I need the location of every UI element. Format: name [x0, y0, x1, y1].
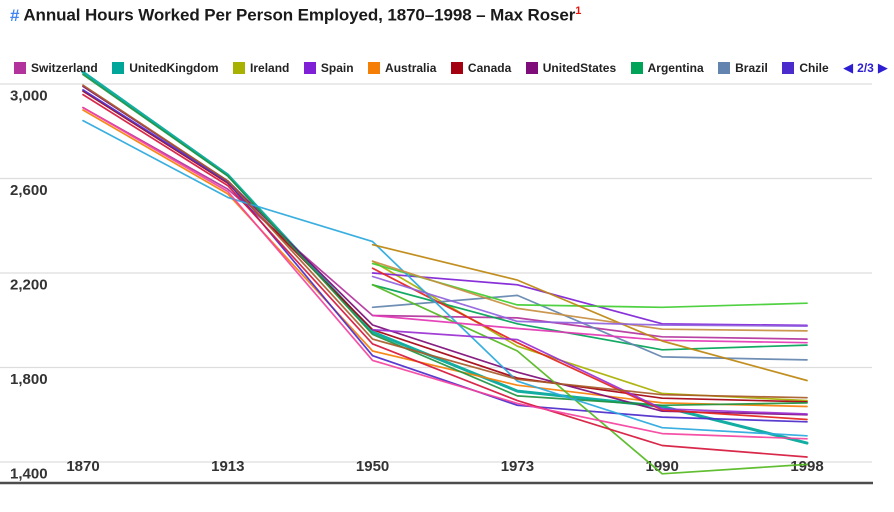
series-line-Brazil[interactable] [371, 294, 808, 361]
legend-item-label: UnitedStates [542, 60, 617, 75]
series-line-Australia[interactable] [82, 109, 808, 408]
legend-item-ireland[interactable]: Ireland [233, 61, 289, 75]
legend-item-label: Ireland [250, 60, 290, 75]
series-line-unlabeled-light-purple[interactable] [371, 275, 808, 328]
legend-item-label: Chile [799, 60, 829, 75]
series-line-unlabeled-red[interactable] [371, 267, 808, 421]
legend-item-unitedkingdom[interactable]: UnitedKingdom [112, 60, 219, 75]
chart-legend: Switzerland UnitedKingdom Ireland Spain Aust… [14, 59, 888, 76]
x-tick-label: 1973 [501, 458, 534, 475]
legend-swatch-icon [368, 61, 381, 74]
legend-item-spain[interactable]: Spain [303, 60, 354, 75]
legend-swatch-icon [450, 61, 463, 74]
legend-swatch-icon [525, 61, 538, 74]
x-tick-label: 1870 [66, 458, 99, 475]
legend-swatch-icon [233, 61, 246, 74]
legend-next-icon[interactable]: ▶ [877, 60, 888, 75]
x-tick-label: 1950 [356, 458, 389, 475]
legend-pagination: ◀ 2/3 ▶ [843, 61, 888, 75]
legend-swatch-icon [782, 61, 795, 74]
x-tick-label: 1998 [790, 458, 823, 475]
legend-item-australia[interactable]: Australia [368, 61, 436, 75]
y-tick-label: 3,000 [10, 88, 48, 105]
title-text: Annual Hours Worked Per Person Employed,… [23, 5, 576, 25]
series-line-Switzerland[interactable] [82, 106, 808, 340]
series-line-unlabeled-violet[interactable] [371, 328, 808, 415]
series-line-unlabeled-green-steep[interactable] [371, 283, 808, 475]
legend-item-switzerland[interactable]: Switzerland [14, 61, 98, 75]
legend-item-canada[interactable]: Canada [450, 60, 512, 75]
series-line-unlabeled-tan[interactable] [371, 260, 808, 332]
legend-item-label: Canada [467, 60, 512, 75]
legend-swatch-icon [630, 61, 643, 74]
series-line-Spain[interactable] [371, 272, 808, 327]
series-line-unlabeled-light-blue[interactable] [82, 119, 808, 437]
series-line-unlabeled-forest-green[interactable] [82, 73, 808, 407]
legend-item-label: Spain [320, 60, 354, 75]
legend-item-label: Switzerland [31, 60, 98, 75]
y-tick-label: 2,200 [10, 277, 48, 294]
x-tick-label: 1913 [211, 458, 244, 475]
legend-item-label: Argentina [647, 60, 704, 75]
series-line-unlabeled-ochre[interactable] [371, 243, 808, 382]
series-line-unlabeled-magenta[interactable] [371, 314, 808, 344]
legend-prev-icon[interactable]: ◀ [843, 60, 854, 75]
legend-item-argentina[interactable]: Argentina [630, 60, 704, 75]
series-line-unlabeled-brown[interactable] [82, 84, 808, 399]
series-line-Chile[interactable] [82, 89, 808, 423]
legend-item-label: UnitedKingdom [129, 60, 219, 75]
series-line-unlabeled-pink[interactable] [82, 106, 808, 440]
legend-item-label: Brazil [735, 60, 768, 75]
y-tick-label: 2,600 [10, 182, 48, 199]
y-tick-label: 1,800 [10, 371, 48, 388]
legend-swatch-icon [14, 61, 26, 74]
hash-anchor-icon[interactable]: # [10, 5, 20, 25]
legend-swatch-icon [112, 61, 125, 74]
legend-swatch-icon [718, 61, 731, 74]
page-title: # Annual Hours Worked Per Person Employed… [10, 5, 581, 26]
series-line-unlabeled-crimson[interactable] [82, 93, 808, 458]
legend-item-unitedstates[interactable]: UnitedStates [525, 60, 617, 75]
y-tick-label: 1,400 [10, 466, 48, 483]
series-line-Argentina[interactable] [371, 283, 808, 351]
legend-item-label: Australia [385, 60, 437, 75]
legend-item-chile[interactable]: Chile [782, 60, 829, 75]
x-tick-label: 1990 [646, 458, 679, 475]
series-line-Canada[interactable] [82, 90, 808, 403]
legend-swatch-icon [303, 61, 316, 74]
legend-item-brazil[interactable]: Brazil [718, 61, 768, 75]
legend-page-indicator: 2/3 [857, 60, 874, 75]
series-line-UnitedKingdom[interactable] [81, 70, 809, 445]
footnote-marker[interactable]: 1 [575, 5, 582, 17]
series-line-unlabeled-bright-green[interactable] [371, 262, 808, 309]
